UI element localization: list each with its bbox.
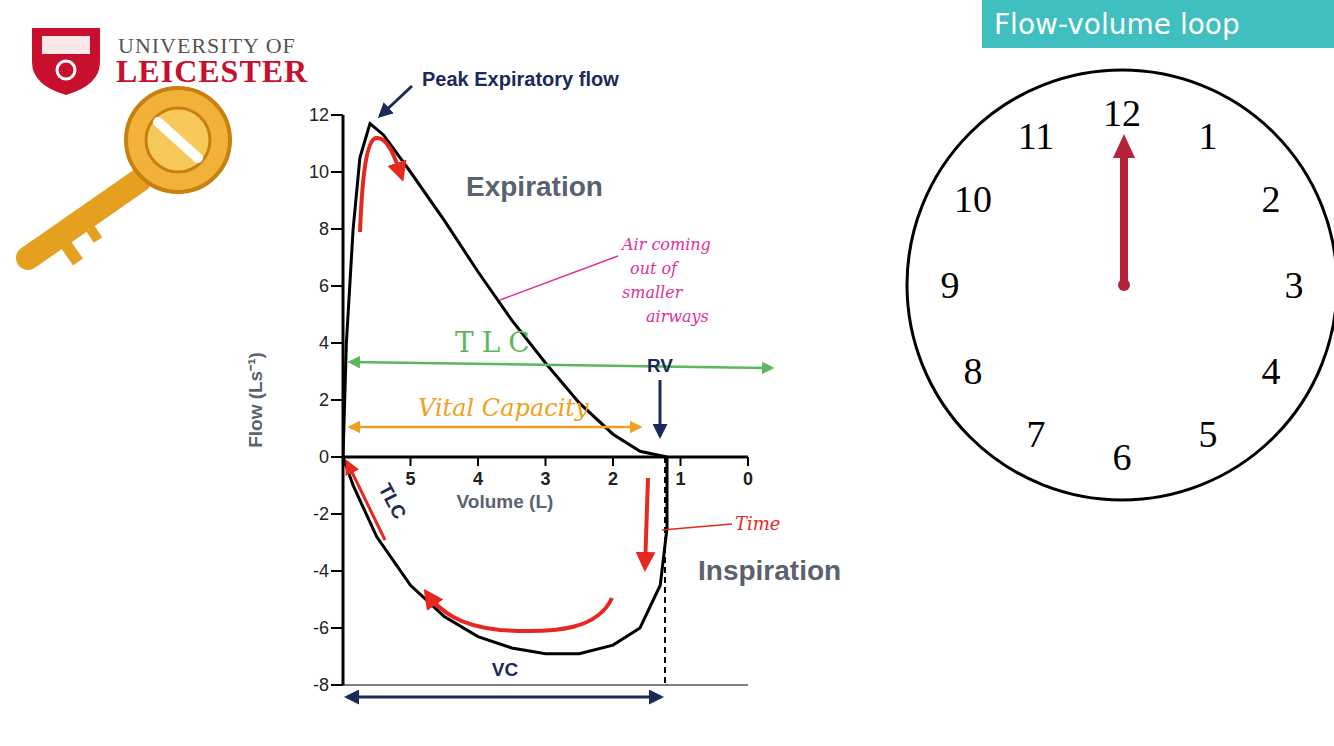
svg-text:4: 4 (1261, 350, 1280, 392)
svg-text:2: 2 (608, 469, 618, 489)
svg-text:VC: VC (492, 659, 519, 680)
svg-text:Air coming: Air coming (620, 235, 711, 254)
svg-text:6: 6 (319, 276, 329, 296)
svg-text:0: 0 (743, 469, 753, 489)
svg-text:TLC: TLC (455, 326, 538, 359)
svg-text:Flow (Ls⁻¹): Flow (Ls⁻¹) (245, 352, 266, 448)
svg-text:-6: -6 (313, 618, 329, 638)
svg-text:smaller: smaller (622, 283, 684, 302)
svg-text:8: 8 (964, 350, 983, 392)
svg-text:-2: -2 (313, 504, 329, 524)
svg-text:airways: airways (646, 307, 709, 326)
svg-text:Expiration: Expiration (466, 171, 603, 202)
svg-text:8: 8 (319, 219, 329, 239)
svg-text:2: 2 (319, 390, 329, 410)
svg-text:10: 10 (309, 162, 329, 182)
svg-text:11: 11 (1018, 115, 1055, 157)
svg-text:RV: RV (647, 355, 673, 376)
svg-text:TLC: TLC (374, 480, 410, 523)
svg-text:-4: -4 (313, 561, 329, 581)
svg-text:Peak Expiratory flow: Peak Expiratory flow (422, 68, 619, 90)
svg-text:1: 1 (675, 469, 685, 489)
svg-text:9: 9 (941, 264, 960, 306)
svg-text:12: 12 (309, 105, 329, 125)
svg-text:10: 10 (954, 178, 992, 220)
svg-text:UNIVERSITY OF: UNIVERSITY OF (118, 33, 296, 58)
svg-text:-8: -8 (313, 675, 329, 695)
svg-text:1: 1 (1199, 115, 1218, 157)
svg-text:Inspiration: Inspiration (698, 555, 841, 586)
svg-text:Volume (L): Volume (L) (457, 491, 554, 512)
svg-text:out of: out of (630, 259, 680, 278)
svg-text:0: 0 (319, 447, 329, 467)
svg-text:12: 12 (1103, 92, 1141, 134)
svg-text:6: 6 (1113, 436, 1132, 478)
svg-text:3: 3 (540, 469, 550, 489)
svg-text:4: 4 (473, 469, 483, 489)
svg-text:4: 4 (319, 333, 329, 353)
svg-text:2: 2 (1261, 178, 1280, 220)
svg-text:3: 3 (1285, 264, 1304, 306)
svg-text:Vital Capacity: Vital Capacity (418, 394, 589, 422)
svg-text:LEICESTER: LEICESTER (116, 53, 308, 89)
svg-text:5: 5 (405, 469, 415, 489)
svg-text:7: 7 (1027, 413, 1046, 455)
svg-text:Time: Time (735, 513, 780, 534)
svg-text:5: 5 (1199, 413, 1218, 455)
svg-text:Flow-volume loop: Flow-volume loop (994, 8, 1240, 41)
